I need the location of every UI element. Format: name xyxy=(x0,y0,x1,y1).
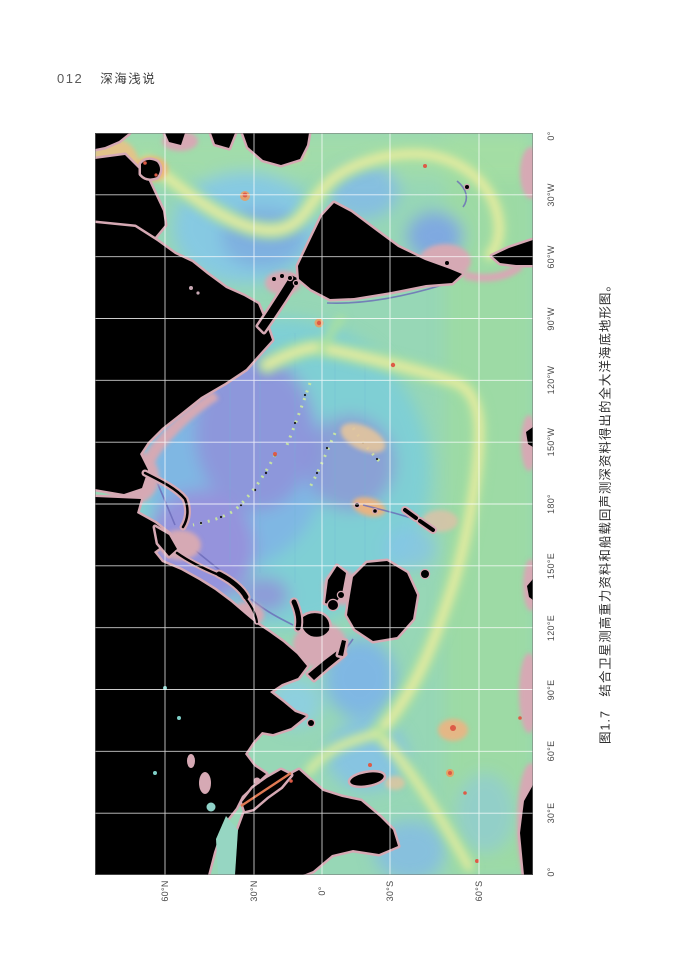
bathymetry-map-image xyxy=(95,133,533,875)
page-number: 012 xyxy=(57,71,84,86)
longitude-label: 150°W xyxy=(546,427,556,457)
figure-caption: 图1.7 结合卫星测高重力资料和船载回声测深资料得出的全大洋海底地形图。 xyxy=(598,278,613,744)
longitude-label: 90°E xyxy=(546,679,556,701)
longitude-label: 180° xyxy=(546,494,556,514)
longitude-label: 120°W xyxy=(546,365,556,395)
longitude-label: 120°E xyxy=(546,614,556,642)
latitude-label: 30°N xyxy=(249,880,259,902)
latitude-label: 30°S xyxy=(385,880,395,902)
latitude-label: 60°S xyxy=(474,880,484,902)
latitude-label: 60°N xyxy=(160,880,170,902)
longitude-label: 30°E xyxy=(546,802,556,824)
longitude-label: 0° xyxy=(546,131,556,141)
longitude-label: 60°W xyxy=(546,245,556,269)
longitude-label: 30°W xyxy=(546,183,556,207)
longitude-label: 150°E xyxy=(546,552,556,580)
longitude-label: 90°W xyxy=(546,307,556,331)
figure-map xyxy=(95,133,533,875)
running-head: 深海浅说 xyxy=(100,72,157,86)
latitude-label: 0° xyxy=(317,886,327,896)
page-header: 012 深海浅说 xyxy=(57,68,156,87)
longitude-label: 60°E xyxy=(546,740,556,762)
longitude-label: 0° xyxy=(546,867,556,877)
